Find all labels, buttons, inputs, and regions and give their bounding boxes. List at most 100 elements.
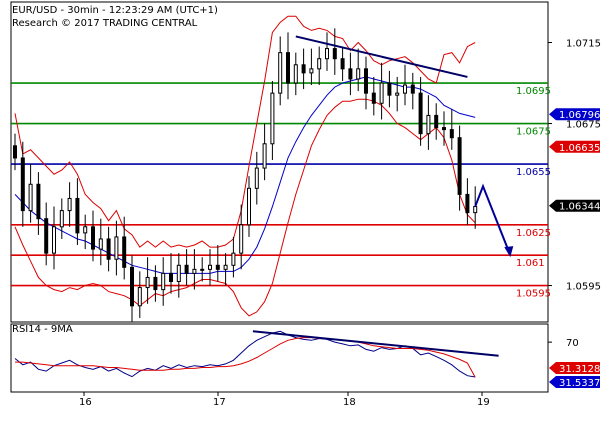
candle-body	[200, 268, 205, 271]
candle	[262, 123, 267, 181]
rsi-line	[14, 330, 476, 378]
candle-body	[145, 276, 150, 289]
candle-body	[293, 64, 298, 84]
candle	[176, 253, 181, 298]
candle-body	[208, 264, 212, 270]
candle-body	[169, 272, 173, 282]
candle	[379, 62, 384, 120]
candle-body	[317, 58, 322, 70]
candle	[200, 257, 205, 282]
candle	[325, 32, 329, 71]
candle	[223, 253, 228, 286]
candle-body	[231, 252, 236, 266]
price-tag-bg-1	[549, 140, 600, 153]
candle-body	[379, 82, 384, 104]
lower-band-line	[14, 98, 476, 317]
candle	[75, 178, 80, 246]
rsi-panel-label: RSI14 - 9MA	[12, 324, 73, 335]
price-tag-label-2: 1.06344	[559, 202, 600, 213]
candle	[301, 48, 306, 90]
price-tag-label-0: 1.06796	[559, 110, 600, 121]
candle-body	[20, 157, 25, 212]
candle-body	[44, 218, 49, 254]
candle	[410, 72, 415, 110]
candle-body	[223, 264, 228, 270]
candle-body	[122, 236, 127, 268]
rsi-y-tick-label-0: 70	[566, 338, 579, 349]
candle-body	[67, 197, 72, 212]
candle-body	[371, 92, 376, 104]
candle-body	[130, 266, 134, 307]
candle-body	[184, 264, 189, 274]
projection-arrow-line	[474, 183, 512, 256]
candle	[449, 109, 454, 150]
x-tick-label-1: 17	[213, 397, 226, 408]
candle-body	[36, 183, 41, 220]
candle	[44, 202, 49, 266]
level-label-3: 1.0625	[516, 228, 551, 239]
candle-body	[28, 183, 33, 212]
candle-body	[114, 236, 119, 260]
x-tick-label-0: 16	[79, 397, 92, 408]
candle-body	[364, 68, 368, 94]
price-y-tick-label-1: 1.0675	[566, 120, 601, 131]
candle	[247, 176, 251, 237]
candle-body	[13, 145, 17, 159]
candle-body	[325, 48, 329, 60]
level-label-0: 1.0695	[516, 86, 551, 97]
candle	[13, 133, 17, 171]
rsi-ma-line	[15, 337, 476, 378]
candle-body	[239, 224, 244, 254]
candle-body	[75, 197, 80, 234]
candle-body	[356, 68, 361, 80]
candle	[122, 216, 127, 280]
candle	[426, 95, 431, 150]
candle-body	[309, 68, 314, 74]
moving-average-line	[14, 76, 476, 274]
candle	[59, 198, 64, 239]
level-label-2: 1.0655	[516, 167, 551, 178]
candle-body	[387, 82, 392, 96]
rsi-tag-bg-0	[549, 362, 600, 374]
candle	[52, 206, 56, 270]
candle-body	[278, 52, 283, 94]
candle	[36, 172, 41, 235]
price-tag-label-1: 1.06635	[559, 143, 600, 154]
price-y-tick-label-0: 1.0715	[566, 39, 601, 50]
candle	[418, 76, 423, 146]
candle	[387, 70, 392, 108]
candle-body	[395, 92, 400, 96]
rsi-trendline	[252, 330, 499, 357]
candle-body	[98, 238, 103, 250]
candle	[434, 103, 439, 140]
candle	[145, 257, 150, 304]
candle-body	[176, 264, 181, 282]
level-label-5: 1.0595	[516, 289, 551, 300]
candle-body	[457, 137, 462, 195]
candle	[403, 64, 407, 106]
price-tag-1: 1.06635	[549, 140, 600, 154]
candle-body	[410, 84, 415, 94]
candle	[20, 141, 25, 227]
candle-body	[332, 48, 337, 60]
candle	[83, 214, 88, 250]
projection-arrowhead	[504, 246, 514, 258]
rsi-tag-label-1: 31.5337	[559, 378, 600, 389]
candle	[371, 76, 376, 116]
price-tag-bg-2	[549, 199, 600, 212]
candle	[98, 218, 103, 266]
candle	[293, 52, 298, 96]
candle	[208, 249, 212, 286]
candle-body	[348, 68, 353, 80]
candle	[106, 226, 111, 272]
candle	[153, 265, 158, 302]
price-y-tick-label-2: 1.0595	[566, 282, 601, 293]
candle	[395, 76, 400, 112]
rsi-tag-label-0: 31.3128	[559, 364, 600, 375]
candle	[114, 220, 119, 276]
rsi-tag-bg-1	[549, 376, 600, 388]
candle-body	[465, 193, 470, 214]
candle-body	[426, 114, 431, 135]
candle	[231, 236, 236, 278]
candle	[442, 111, 446, 146]
